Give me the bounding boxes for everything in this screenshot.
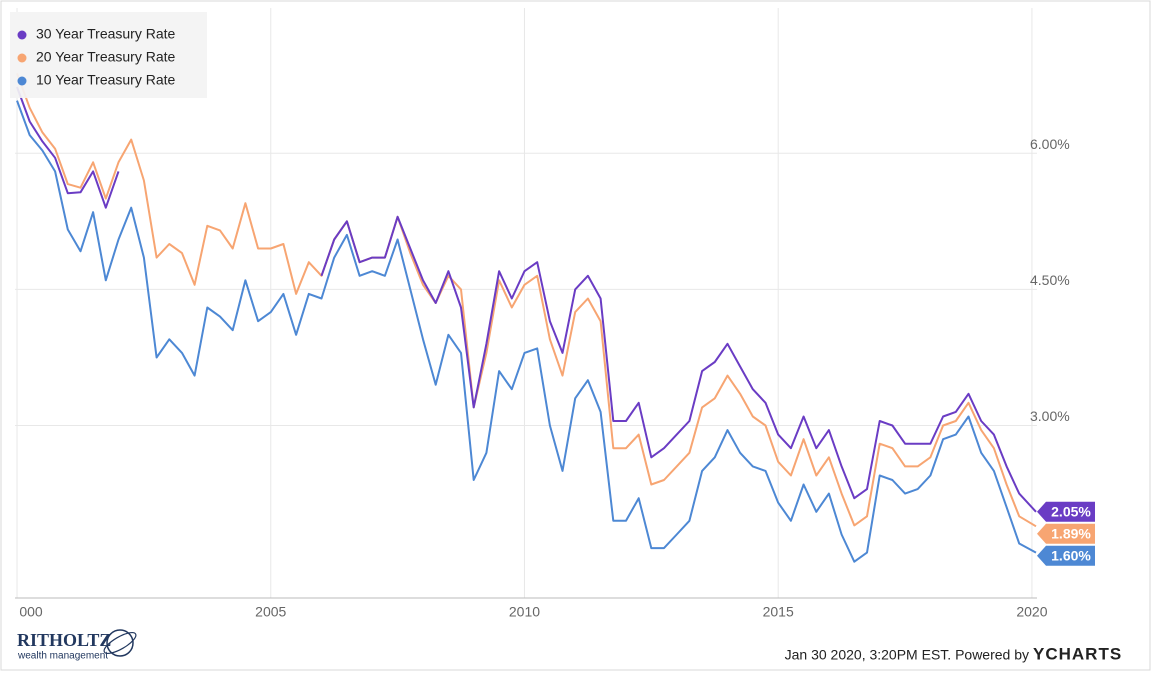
legend-marker [17,30,27,40]
legend-label: 10 Year Treasury Rate [36,72,176,88]
end-tag [1037,523,1095,544]
legend-label: 20 Year Treasury Rate [36,49,176,65]
footer: RITHOLTZ wealth management Jan 30 2020, … [17,629,1122,663]
legend-marker [17,76,27,86]
brand: YCHARTS [1033,644,1122,663]
end-tag [1037,545,1095,566]
legend-box [10,12,207,98]
end-labels: 2.05% 1.89% 1.60% [1037,501,1095,566]
y-tick-label: 4.50% [1030,272,1070,288]
series-line [16,100,1037,563]
end-label: 2.05% [1051,503,1091,519]
logo-sub: wealth management [17,651,108,662]
timestamp: Jan 30 2020, 3:20PM EST. Powered by [785,647,1029,663]
x-tick-label: 2005 [255,604,286,620]
x-tick-label: 000 [19,604,43,620]
y-tick-label: 3.00% [1030,408,1070,424]
legend-label: 30 Year Treasury Rate [36,26,176,42]
end-label: 1.89% [1051,525,1091,541]
x-tick-label: 2020 [1016,604,1047,620]
y-tick-label: 6.00% [1030,136,1070,152]
x-tick-label: 2010 [509,604,540,620]
end-tag [1037,501,1095,522]
logo: RITHOLTZ [17,630,111,650]
legend: 30 Year Treasury Rate 20 Year Treasury Ra… [10,12,207,98]
legend-marker [17,53,27,63]
x-tick-label: 2015 [763,604,794,620]
series-line [16,73,1037,528]
series-line [16,86,1037,513]
plot [16,73,1037,563]
logo-mark [106,629,134,657]
grid [15,8,1037,598]
logo-mark [103,632,137,654]
end-label: 1.60% [1051,547,1091,563]
